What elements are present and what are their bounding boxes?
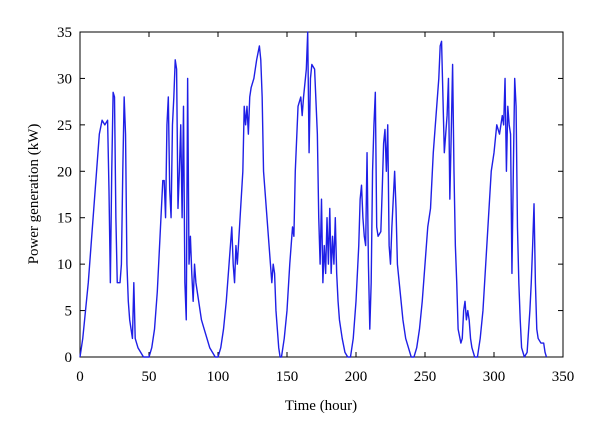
data-line — [79, 31, 548, 358]
y-tick-label: 10 — [57, 257, 72, 273]
x-tick-label: 50 — [142, 369, 157, 385]
x-tick-label: 100 — [207, 369, 230, 385]
y-tick-label: 5 — [65, 304, 73, 320]
plot-frame — [79, 31, 564, 358]
x-tick-label: 350 — [552, 369, 575, 385]
y-axis-label: Power generation (kW) — [26, 124, 42, 265]
y-tick-label: 25 — [57, 118, 72, 134]
x-tick-label: 250 — [414, 369, 437, 385]
y-tick-label: 15 — [57, 211, 72, 227]
y-tick-label: 30 — [57, 71, 72, 87]
y-tick-label: 20 — [57, 164, 72, 180]
y-tick-label: 0 — [65, 350, 73, 366]
x-tick-label: 300 — [483, 369, 506, 385]
x-axis-label: Time (hour) — [285, 398, 357, 414]
x-tick-label: 150 — [276, 369, 299, 385]
x-tick-label: 200 — [345, 369, 368, 385]
x-tick-label: 0 — [76, 369, 84, 385]
y-tick-label: 35 — [57, 25, 72, 41]
